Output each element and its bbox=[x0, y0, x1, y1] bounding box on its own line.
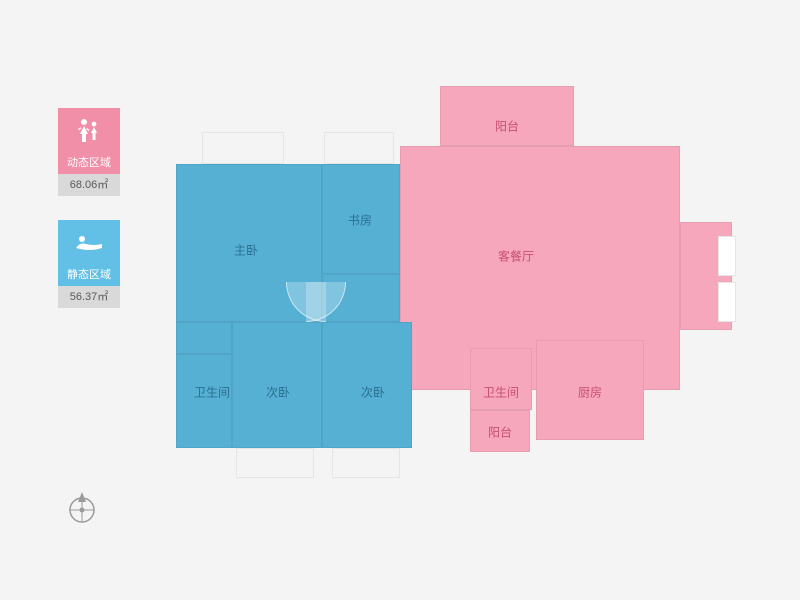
legend-static-label: 静态区域 bbox=[58, 264, 120, 286]
rest-icon bbox=[58, 220, 120, 264]
room-master-ext bbox=[176, 322, 232, 354]
room-bath1 bbox=[176, 354, 232, 448]
legend-dynamic-value: 68.06㎡ bbox=[58, 174, 120, 196]
legend: 动态区域 68.06㎡ 静态区域 56.37㎡ bbox=[58, 108, 120, 332]
window-notch-1 bbox=[324, 132, 394, 164]
window-notch-0 bbox=[202, 132, 284, 164]
room-bed2a bbox=[232, 322, 322, 448]
compass-icon bbox=[62, 488, 102, 528]
room-balcony-top bbox=[440, 86, 574, 146]
legend-dynamic-label: 动态区域 bbox=[58, 152, 120, 174]
legend-static: 静态区域 56.37㎡ bbox=[58, 220, 120, 308]
room-kitchen bbox=[536, 340, 644, 440]
floor-plan: 阳台客餐厅卫生间厨房阳台主卧书房卫生间次卧次卧 bbox=[176, 86, 732, 476]
wall-opening-0 bbox=[718, 236, 736, 276]
room-balcony-bot bbox=[470, 410, 530, 452]
room-bath2 bbox=[470, 348, 532, 410]
window-notch-3 bbox=[332, 448, 400, 478]
wall-opening-1 bbox=[718, 282, 736, 322]
people-icon bbox=[58, 108, 120, 152]
room-bed2b bbox=[322, 322, 412, 448]
legend-static-value: 56.37㎡ bbox=[58, 286, 120, 308]
room-study bbox=[322, 164, 400, 274]
window-notch-2 bbox=[236, 448, 314, 478]
legend-dynamic: 动态区域 68.06㎡ bbox=[58, 108, 120, 196]
